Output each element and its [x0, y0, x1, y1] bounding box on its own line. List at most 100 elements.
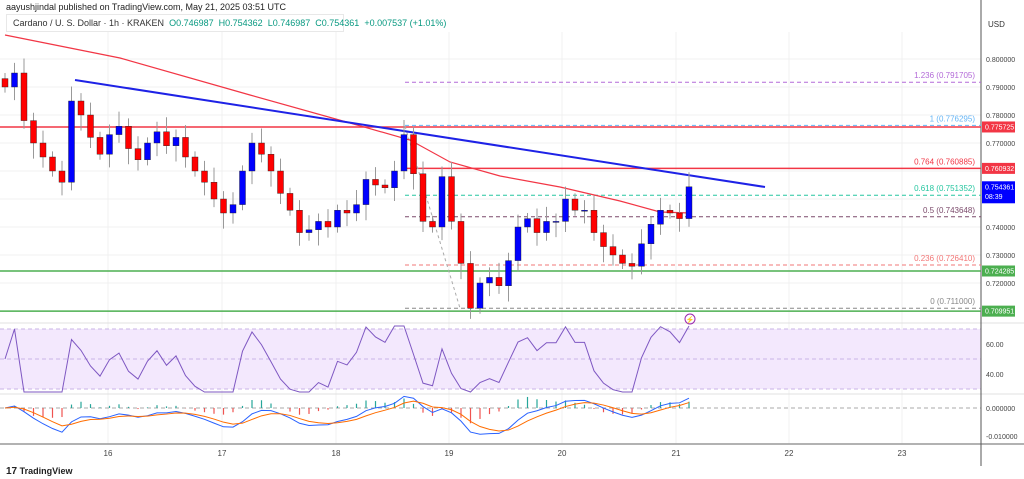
candle — [191, 156, 199, 172]
ohlc-change: +0.007537 (+1.01%) — [364, 18, 447, 28]
candle — [229, 204, 237, 214]
ohlc-close: C0.754361 — [315, 18, 360, 28]
candle — [39, 142, 47, 158]
lightning-icon: ⚡ — [686, 315, 695, 324]
brand-text: TradingView — [19, 466, 73, 476]
fib-label: 0.236 (0.726410) — [914, 254, 975, 263]
candle — [562, 198, 569, 222]
candle — [524, 218, 531, 228]
candle — [676, 212, 683, 219]
candle — [657, 209, 664, 225]
candle — [220, 198, 227, 214]
macd-tick: 0.000000 — [986, 406, 1015, 413]
price-tick: 0.790000 — [986, 85, 1015, 92]
price-chart[interactable]: 1.236 (0.791705) 1 (0.776295) 0.764 (0.760… — [0, 0, 1024, 466]
candle — [163, 131, 170, 147]
candle — [400, 134, 408, 172]
candle — [514, 226, 522, 261]
fib-label: 0.764 (0.760885) — [914, 158, 975, 167]
ohlc-high: H0.754362 — [218, 18, 263, 28]
candle — [448, 176, 455, 222]
fib-label: 0.618 (0.751352) — [914, 184, 975, 193]
candle — [277, 170, 284, 194]
candle — [239, 170, 246, 205]
candle — [182, 137, 189, 158]
candle — [87, 114, 94, 138]
rsi-tick: 60.00 — [986, 342, 1004, 349]
candle — [666, 209, 674, 214]
symbol-name: Cardano / U. S. Dollar · 1h · KRAKEN — [13, 18, 165, 28]
candle — [334, 209, 341, 228]
candle — [49, 156, 56, 172]
candle — [305, 229, 313, 233]
price-badge — [982, 121, 1015, 133]
candle — [628, 263, 636, 267]
candle — [505, 260, 512, 287]
price-badge — [982, 305, 1015, 317]
candle — [600, 232, 607, 247]
candle — [362, 179, 370, 205]
currency-label: USD — [988, 20, 1005, 29]
price-badge — [982, 162, 1015, 174]
candle — [210, 181, 218, 200]
candle — [410, 134, 417, 175]
ohlc-low: L0.746987 — [267, 18, 311, 28]
candle — [1, 78, 9, 88]
candle — [495, 277, 503, 286]
countdown-text: 08:39 — [985, 194, 1003, 201]
candle — [353, 204, 360, 214]
candle — [172, 137, 180, 146]
time-tick: 18 — [332, 449, 341, 458]
price-badge — [982, 181, 1015, 204]
candle — [134, 148, 142, 161]
candle — [77, 100, 85, 116]
candle — [153, 131, 161, 144]
candle — [286, 193, 294, 211]
tradingview-logo: 17 TradingView — [6, 466, 73, 477]
candle — [248, 142, 256, 172]
candle — [552, 221, 560, 223]
price-badge-text: 0.775725 — [985, 124, 1014, 131]
price-tick: 0.770000 — [986, 141, 1015, 148]
candle — [457, 221, 465, 264]
price-tick: 0.740000 — [986, 225, 1015, 232]
candle — [619, 254, 626, 264]
lightning-icon — [684, 313, 696, 325]
candle — [647, 223, 655, 244]
signal-line — [4, 400, 690, 432]
rsi-tick: 40.00 — [986, 372, 1004, 379]
macd-tick: -0.010000 — [986, 434, 1018, 441]
candle — [11, 72, 18, 88]
candle — [381, 184, 389, 188]
candle — [315, 221, 322, 230]
candle — [30, 120, 37, 144]
candle — [533, 218, 541, 233]
time-tick: 20 — [558, 449, 567, 458]
macd-line — [4, 395, 690, 435]
ema-line — [4, 34, 691, 214]
candle — [543, 221, 550, 233]
candle — [438, 176, 446, 228]
candle — [324, 221, 332, 228]
candle — [296, 209, 303, 233]
fib-label: 0.5 (0.743648) — [923, 206, 975, 215]
candle — [391, 170, 398, 188]
price-tick: 0.780000 — [986, 113, 1015, 120]
fib-label: 1 (0.776295) — [930, 114, 976, 123]
candle — [96, 137, 104, 155]
price-badge-text: 0.709951 — [985, 309, 1014, 316]
candle — [638, 243, 645, 267]
price-badge — [982, 265, 1015, 277]
candle — [609, 246, 617, 256]
fib-label: 1.236 (0.791705) — [914, 71, 975, 80]
resistance-trendline — [74, 79, 766, 188]
price-badge-text: 0.724285 — [985, 269, 1014, 276]
time-tick: 21 — [672, 449, 681, 458]
price-tick: 0.730000 — [986, 253, 1015, 260]
candle — [343, 209, 351, 214]
rsi-line — [4, 325, 690, 393]
candle — [419, 173, 427, 222]
candle — [571, 198, 579, 211]
price-badge-text: 0.760932 — [985, 166, 1014, 173]
candle — [267, 153, 275, 172]
